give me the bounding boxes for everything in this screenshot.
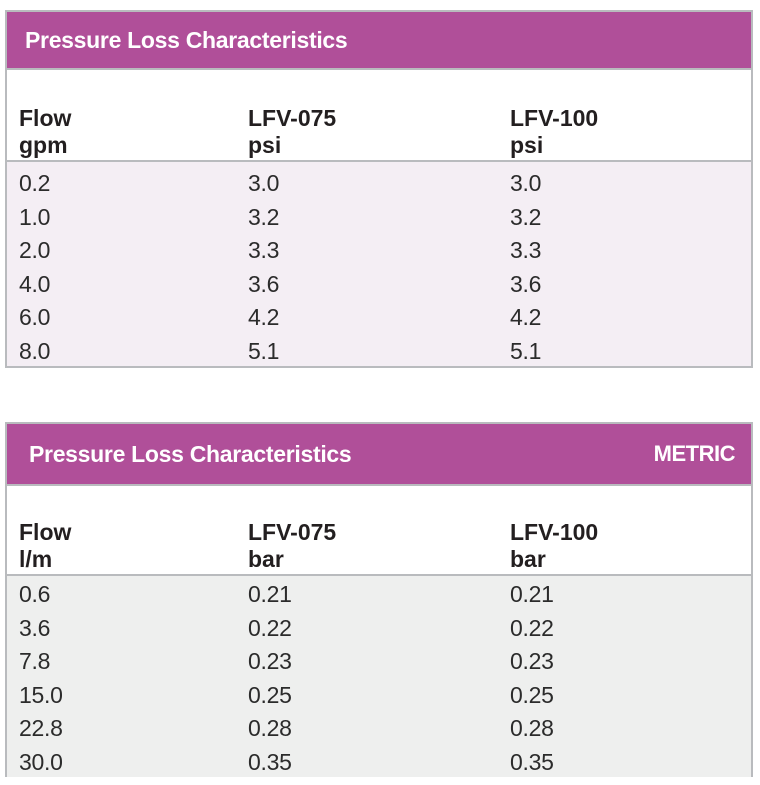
table-title: Pressure Loss Characteristics	[29, 440, 352, 467]
lfv-100-cell: 0.25	[510, 681, 554, 708]
table-row: 3.6 0.22 0.22	[7, 612, 751, 646]
lfv-075-cell: 0.21	[248, 581, 292, 608]
header-name: Flow	[19, 105, 72, 131]
lfv-100-cell: 0.21	[510, 581, 554, 608]
lfv-100-cell: 4.2	[510, 304, 542, 331]
flow-cell: 1.0	[19, 203, 51, 230]
table-header-row: Flow gpm LFV-075 psi LFV-100 psi	[7, 70, 751, 162]
header-unit: gpm	[19, 132, 68, 158]
header-flow: Flow l/m	[19, 519, 248, 574]
table-row: 30.0 0.35 0.35	[7, 746, 751, 780]
header-flow: Flow gpm	[19, 105, 248, 160]
header-name: LFV-075	[248, 105, 337, 131]
header-unit: bar	[510, 546, 546, 572]
flow-cell: 30.0	[19, 748, 63, 775]
lfv-075-cell: 4.2	[248, 304, 280, 331]
lfv-100-cell: 5.1	[510, 337, 542, 364]
table-row: 7.8 0.23 0.23	[7, 645, 751, 679]
table-row: 1.0 3.2 3.2	[7, 201, 751, 235]
lfv-075-cell: 3.2	[248, 203, 280, 230]
header-lfv-075: LFV-075 bar	[248, 519, 510, 574]
lfv-075-cell: 3.3	[248, 237, 280, 264]
pressure-loss-table-imperial: Pressure Loss Characteristics Flow gpm L…	[5, 10, 753, 368]
lfv-075-cell: 5.1	[248, 337, 280, 364]
header-name: Flow	[19, 519, 72, 545]
table-title-bar: Pressure Loss Characteristics	[7, 12, 751, 70]
header-name: LFV-100	[510, 105, 599, 131]
header-unit: l/m	[19, 546, 53, 572]
lfv-075-cell: 0.23	[248, 648, 292, 675]
lfv-100-cell: 3.6	[510, 270, 542, 297]
lfv-100-cell: 3.2	[510, 203, 542, 230]
flow-cell: 8.0	[19, 337, 51, 364]
flow-cell: 2.0	[19, 237, 51, 264]
header-unit: bar	[248, 546, 284, 572]
flow-cell: 0.6	[19, 581, 51, 608]
lfv-075-cell: 0.22	[248, 614, 292, 641]
flow-cell: 22.8	[19, 715, 63, 742]
header-name: LFV-100	[510, 519, 599, 545]
lfv-075-cell: 0.25	[248, 681, 292, 708]
header-lfv-075: LFV-075 psi	[248, 105, 510, 160]
table-row: 22.8 0.28 0.28	[7, 712, 751, 746]
header-lfv-100: LFV-100 bar	[510, 519, 740, 574]
header-unit: psi	[248, 132, 282, 158]
table-row: 0.6 0.21 0.21	[7, 578, 751, 612]
lfv-100-cell: 0.28	[510, 715, 554, 742]
lfv-075-cell: 0.35	[248, 748, 292, 775]
lfv-075-cell: 3.6	[248, 270, 280, 297]
flow-cell: 15.0	[19, 681, 63, 708]
table-row: 2.0 3.3 3.3	[7, 234, 751, 268]
table-row: 15.0 0.25 0.25	[7, 679, 751, 713]
table-title-bar: Pressure Loss Characteristics METRIC	[7, 424, 751, 486]
lfv-100-cell: 3.0	[510, 170, 542, 197]
lfv-100-cell: 3.3	[510, 237, 542, 264]
header-lfv-100: LFV-100 psi	[510, 105, 740, 160]
header-name: LFV-075	[248, 519, 337, 545]
table-header-row: Flow l/m LFV-075 bar LFV-100 bar	[7, 486, 751, 576]
flow-cell: 7.8	[19, 648, 51, 675]
lfv-100-cell: 0.23	[510, 648, 554, 675]
metric-tag: METRIC	[653, 441, 736, 466]
flow-cell: 4.0	[19, 270, 51, 297]
pressure-loss-table-metric: Pressure Loss Characteristics METRIC Flo…	[5, 422, 753, 777]
lfv-100-cell: 0.35	[510, 748, 554, 775]
flow-cell: 6.0	[19, 304, 51, 331]
table-title: Pressure Loss Characteristics	[25, 26, 348, 53]
table-row: 4.0 3.6 3.6	[7, 268, 751, 302]
header-unit: psi	[510, 132, 544, 158]
table-body: 0.2 3.0 3.0 1.0 3.2 3.2 2.0 3.3 3.3 4.0 …	[7, 162, 751, 366]
flow-cell: 0.2	[19, 170, 51, 197]
flow-cell: 3.6	[19, 614, 51, 641]
table-body: 0.6 0.21 0.21 3.6 0.22 0.22 7.8 0.23 0.2…	[7, 576, 751, 777]
lfv-100-cell: 0.22	[510, 614, 554, 641]
table-row: 8.0 5.1 5.1	[7, 335, 751, 369]
table-row: 0.2 3.0 3.0	[7, 167, 751, 201]
lfv-075-cell: 3.0	[248, 170, 280, 197]
table-row: 6.0 4.2 4.2	[7, 301, 751, 335]
lfv-075-cell: 0.28	[248, 715, 292, 742]
